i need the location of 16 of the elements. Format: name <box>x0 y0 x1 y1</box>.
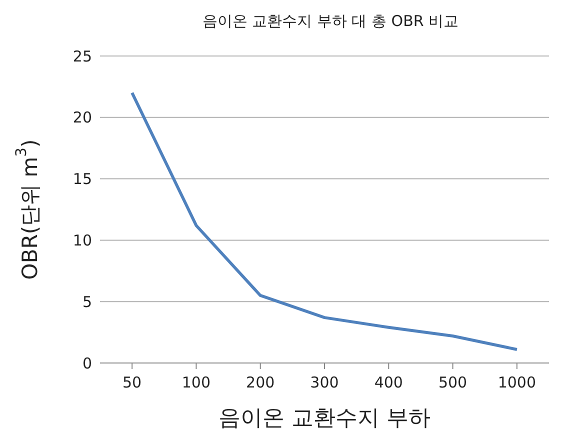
y-tick-label: 25 <box>72 47 92 66</box>
y-tick-label: 0 <box>82 354 92 372</box>
x-tick-label: 100 <box>182 374 211 392</box>
x-tick-label: 50 <box>122 374 142 392</box>
y-tick-label: 10 <box>72 232 92 250</box>
line-series <box>130 91 518 351</box>
y-tick-label: 15 <box>72 170 92 188</box>
x-tick-label: 300 <box>310 374 339 392</box>
chart-title: 음이온 교환수지 부하 대 총 OBR 비교 <box>201 12 460 31</box>
x-axis-title: 음이온 교환수지 부하 <box>218 406 430 431</box>
y-tick-label: 5 <box>82 292 92 311</box>
x-tick-label: 200 <box>246 374 275 392</box>
x-tick-label: 1000 <box>498 374 536 392</box>
x-tick-label: 500 <box>438 374 468 392</box>
x-tick-label: 400 <box>374 374 403 392</box>
y-tick-label: 20 <box>72 108 92 127</box>
